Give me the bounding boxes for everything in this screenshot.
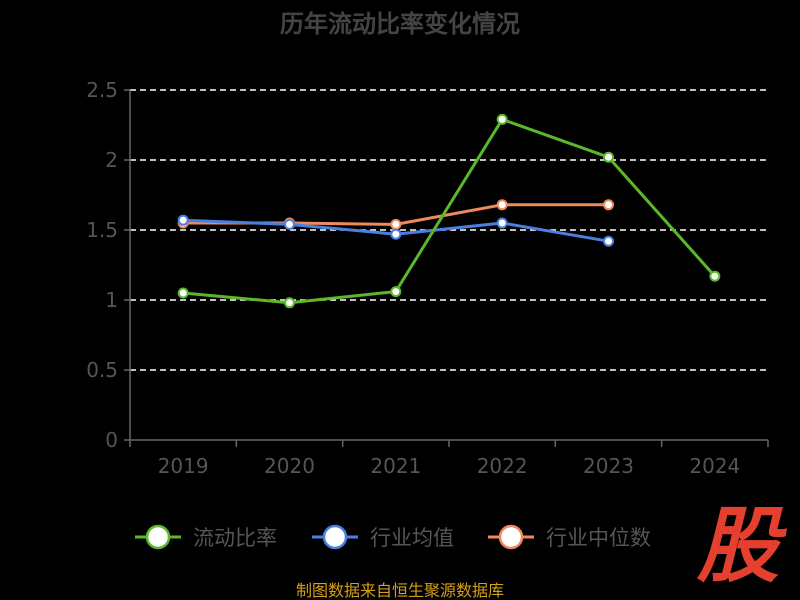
source-note: 制图数据来自恒生聚源数据库 xyxy=(296,581,504,600)
y-tick-label: 0.5 xyxy=(86,358,118,382)
data-point xyxy=(284,297,295,309)
y-tick-label: 1 xyxy=(105,288,118,312)
data-point xyxy=(603,199,614,211)
legend-label: 流动比率 xyxy=(193,526,277,550)
data-point xyxy=(496,113,508,125)
brand-logo: 股 xyxy=(696,499,787,594)
chart-title: 历年流动比率变化情况 xyxy=(280,10,520,38)
legend-label: 行业中位数 xyxy=(546,526,651,550)
y-tick-label: 2.5 xyxy=(86,78,118,102)
series-1 xyxy=(177,214,614,247)
legend-label: 行业均值 xyxy=(370,526,454,550)
x-tick-label: 2020 xyxy=(264,454,315,478)
axes: 0 0.5 1 1.5 2 2.5 2019 2020 2021 2022 2023 2024 xyxy=(86,78,769,478)
grid-lines xyxy=(130,89,768,371)
x-tick-label: 2024 xyxy=(689,454,740,478)
legend-marker xyxy=(145,524,171,550)
data-point xyxy=(390,286,402,298)
legend-marker xyxy=(322,524,348,550)
data-point xyxy=(177,214,189,226)
series-line xyxy=(183,117,716,305)
x-tick-label: 2021 xyxy=(370,454,421,478)
x-tick-label: 2023 xyxy=(583,454,634,478)
data-point xyxy=(603,151,614,163)
y-tick-label: 2 xyxy=(105,148,118,172)
legend-item: 行业均值 xyxy=(312,524,454,550)
data-point xyxy=(284,218,295,230)
legend-item: 流动比率 xyxy=(135,524,277,550)
data-point xyxy=(390,218,402,230)
data-point xyxy=(390,228,402,240)
legend-item: 行业中位数 xyxy=(488,524,651,550)
data-point xyxy=(603,235,614,247)
legend-marker xyxy=(498,524,524,550)
x-tick-label: 2019 xyxy=(158,454,209,478)
x-tick-label: 2022 xyxy=(477,454,528,478)
legend: 流动比率 行业均值 行业中位数 xyxy=(135,524,651,550)
data-point xyxy=(496,217,508,229)
y-tick-label: 1.5 xyxy=(86,218,118,242)
series-0 xyxy=(177,113,721,309)
data-point xyxy=(496,199,508,211)
data-point xyxy=(709,270,721,282)
data-point xyxy=(177,287,189,299)
y-tick-label: 0 xyxy=(105,428,118,452)
series-2 xyxy=(177,199,614,230)
series-lines xyxy=(177,113,721,309)
